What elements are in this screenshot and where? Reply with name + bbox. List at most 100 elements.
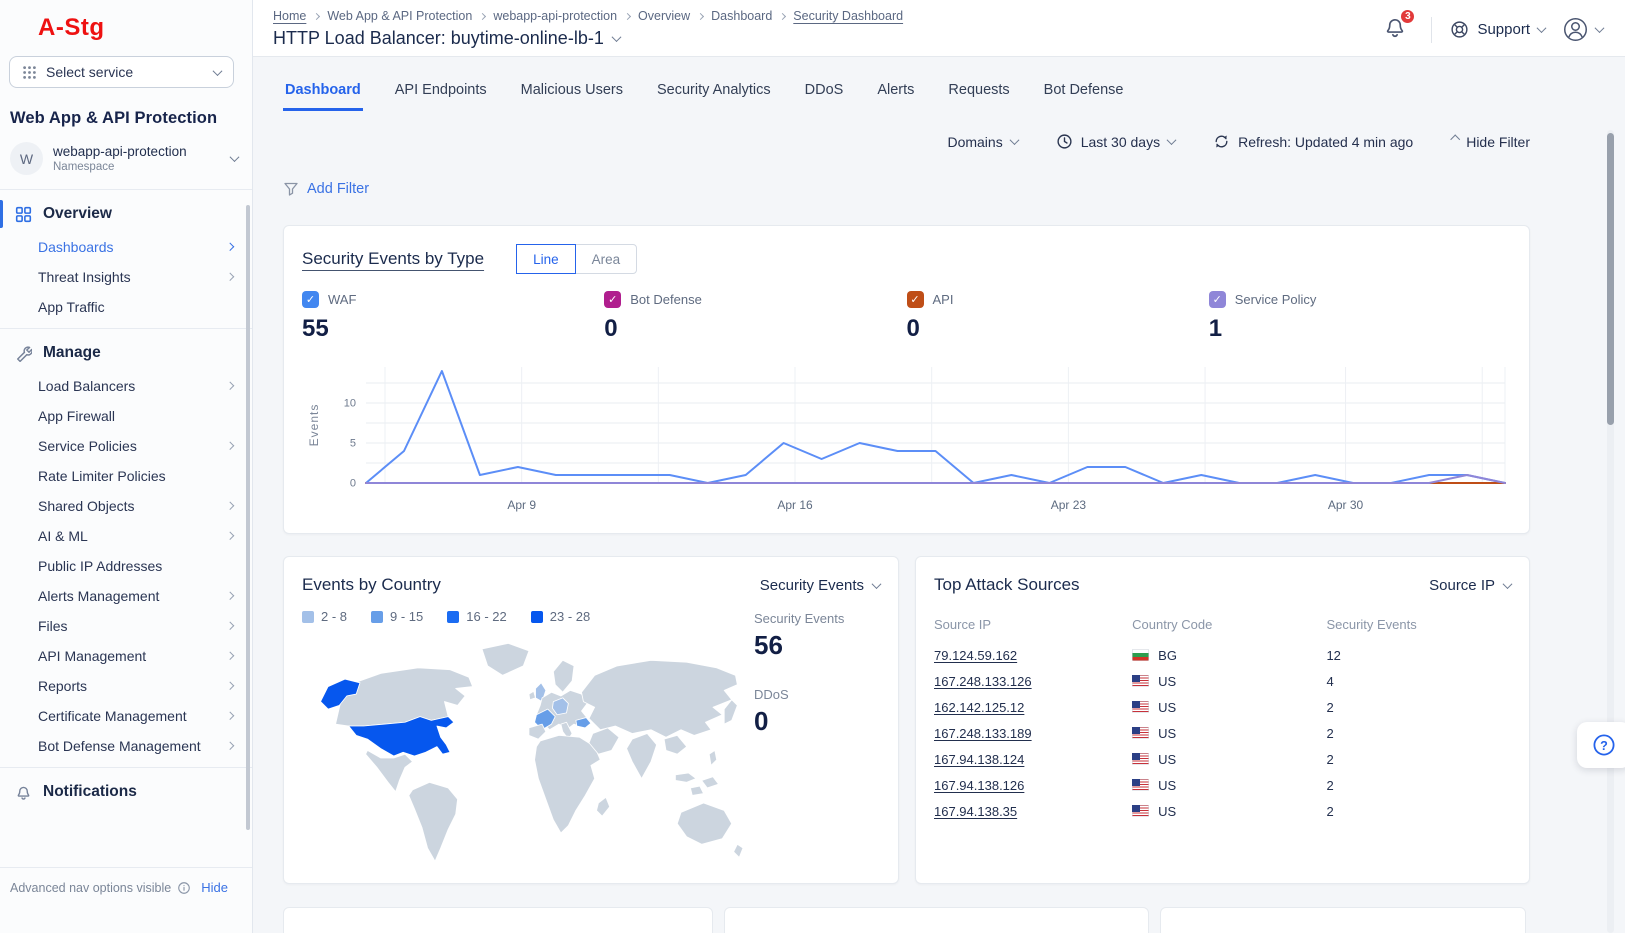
sidebar-item[interactable]: Reports — [0, 671, 252, 701]
map-ireland — [529, 691, 536, 699]
series-checkbox[interactable] — [1209, 291, 1226, 308]
map-india — [627, 734, 657, 779]
tab[interactable]: Dashboard — [283, 78, 363, 111]
table-cell-country: US — [1132, 668, 1326, 694]
sidebar-item[interactable]: Files — [0, 611, 252, 641]
legend-item: API 0 — [907, 291, 1209, 343]
support-menu[interactable]: Support — [1450, 20, 1545, 39]
refresh-button[interactable]: Refresh: Updated 4 min ago — [1213, 133, 1413, 150]
map-mexico — [366, 750, 413, 791]
sidebar-item[interactable]: Service Policies — [0, 431, 252, 461]
world-map — [302, 634, 754, 869]
sidebar-item[interactable]: Shared Objects — [0, 491, 252, 521]
source-ip-link[interactable]: 79.124.59.162 — [934, 648, 1017, 663]
country-flag-icon — [1132, 701, 1149, 713]
table-cell-ip: 79.124.59.162 — [934, 642, 1132, 668]
chevron-right-icon — [225, 273, 233, 281]
breadcrumb-item[interactable]: Dashboard — [711, 9, 785, 23]
map-iberia — [529, 724, 546, 739]
account-menu[interactable] — [1563, 17, 1603, 42]
source-ip-link[interactable]: 167.94.138.124 — [934, 752, 1024, 767]
sidebar-item[interactable]: Rate Limiter Policies — [0, 461, 252, 491]
sidebar-item[interactable]: Alerts Management — [0, 581, 252, 611]
sidebar-section-header[interactable]: Overview — [0, 196, 252, 232]
breadcrumb-item[interactable]: Home — [273, 9, 319, 23]
scrollbar-thumb[interactable] — [1607, 133, 1614, 425]
country-metric-dropdown[interactable]: Security Events — [760, 577, 880, 594]
legend-item: Bot Defense 0 — [604, 291, 906, 343]
sidebar-item[interactable]: API Management — [0, 641, 252, 671]
map-asia — [582, 660, 738, 737]
sidebar-item[interactable]: Certificate Management — [0, 701, 252, 731]
country-flag-icon — [1132, 805, 1149, 817]
title-chevron-icon[interactable] — [611, 32, 621, 42]
notifications-bell-button[interactable]: 3 — [1383, 15, 1407, 44]
tab[interactable]: Requests — [946, 78, 1011, 111]
source-ip-link[interactable]: 167.94.138.126 — [934, 778, 1024, 793]
svg-text:Events: Events — [307, 404, 321, 447]
sidebar-item[interactable]: Threat Insights — [0, 262, 252, 292]
notification-count-badge: 3 — [1399, 8, 1416, 25]
tab[interactable]: Security Analytics — [655, 78, 773, 111]
tab[interactable]: Alerts — [875, 78, 916, 111]
source-ip-link[interactable]: 167.94.138.35 — [934, 804, 1017, 819]
funnel-icon — [283, 181, 299, 197]
tab[interactable]: DDoS — [803, 78, 846, 111]
svg-text:Apr 16: Apr 16 — [777, 498, 813, 512]
tab[interactable]: Malicious Users — [519, 78, 625, 111]
bell-icon — [14, 783, 32, 801]
sidebar-section-header[interactable]: Notifications — [0, 774, 252, 810]
stat: Security Events 56 — [754, 611, 880, 661]
series-checkbox[interactable] — [907, 291, 924, 308]
partial-card — [283, 907, 713, 933]
source-ip-link[interactable]: 167.248.133.126 — [934, 674, 1032, 689]
series-checkbox[interactable] — [302, 291, 319, 308]
sidebar-item[interactable]: App Firewall — [0, 401, 252, 431]
tab[interactable]: Bot Defense — [1042, 78, 1126, 111]
events-by-country-card: Events by Country Security Events — [283, 556, 899, 884]
domains-dropdown[interactable]: Domains — [947, 134, 1017, 150]
sidebar-item[interactable]: App Traffic — [0, 292, 252, 322]
svg-text:0: 0 — [350, 478, 356, 490]
source-dropdown[interactable]: Source IP — [1429, 577, 1511, 594]
table-cell-ip: 167.94.138.35 — [934, 798, 1132, 824]
map-indonesia — [675, 773, 696, 782]
series-checkbox[interactable] — [604, 291, 621, 308]
table-cell-events: 2 — [1326, 720, 1511, 746]
breadcrumb-item[interactable]: Web App & API Protection — [327, 9, 485, 23]
column-header: Security Events — [1326, 611, 1511, 642]
sidebar-section-header[interactable]: Manage — [0, 335, 252, 371]
sidebar-item[interactable]: Dashboards — [0, 232, 252, 262]
sidebar-section-items: Load Balancers App Firewall Service Poli… — [0, 371, 252, 761]
select-service-dropdown[interactable]: Select service — [9, 56, 234, 88]
tab[interactable]: API Endpoints — [393, 78, 489, 111]
add-filter-button[interactable]: Add Filter — [283, 181, 369, 197]
source-ip-link[interactable]: 162.142.125.12 — [934, 700, 1024, 715]
page-title: HTTP Load Balancer: buytime-online-lb-1 — [273, 28, 604, 49]
table-cell-events: 12 — [1326, 642, 1511, 668]
card-title[interactable]: Security Events by Type — [302, 249, 484, 269]
sidebar-item[interactable]: AI & ML — [0, 521, 252, 551]
sidebar-item[interactable]: Load Balancers — [0, 371, 252, 401]
help-button[interactable]: ? — [1577, 722, 1625, 768]
breadcrumb-item[interactable]: Overview — [638, 9, 703, 23]
time-range-dropdown[interactable]: Last 30 days — [1056, 133, 1175, 150]
hide-filter-button[interactable]: Hide Filter — [1451, 134, 1530, 150]
breadcrumb-item[interactable]: Security Dashboard — [793, 9, 903, 23]
chart-mode-option[interactable]: Line — [516, 244, 576, 274]
hide-nav-link[interactable]: Hide — [201, 880, 228, 895]
partial-card — [724, 907, 1149, 933]
sidebar-item[interactable]: Public IP Addresses — [0, 551, 252, 581]
sidebar-item[interactable]: Bot Defense Management — [0, 731, 252, 761]
source-ip-link[interactable]: 167.248.133.189 — [934, 726, 1032, 741]
chart-mode-option[interactable]: Area — [575, 244, 638, 274]
sidebar-section-label: Notifications — [43, 783, 137, 801]
breadcrumb-item[interactable]: webapp-api-protection — [493, 9, 630, 23]
map-australia — [677, 803, 731, 844]
table-cell-events: 2 — [1326, 694, 1511, 720]
page-scrollbar[interactable] — [1607, 130, 1614, 933]
chevron-right-icon — [225, 712, 233, 720]
namespace-selector[interactable]: W webapp-api-protection Namespace — [0, 128, 252, 189]
svg-text:Apr 23: Apr 23 — [1051, 498, 1087, 512]
sidebar-scrollbar[interactable] — [246, 205, 250, 830]
